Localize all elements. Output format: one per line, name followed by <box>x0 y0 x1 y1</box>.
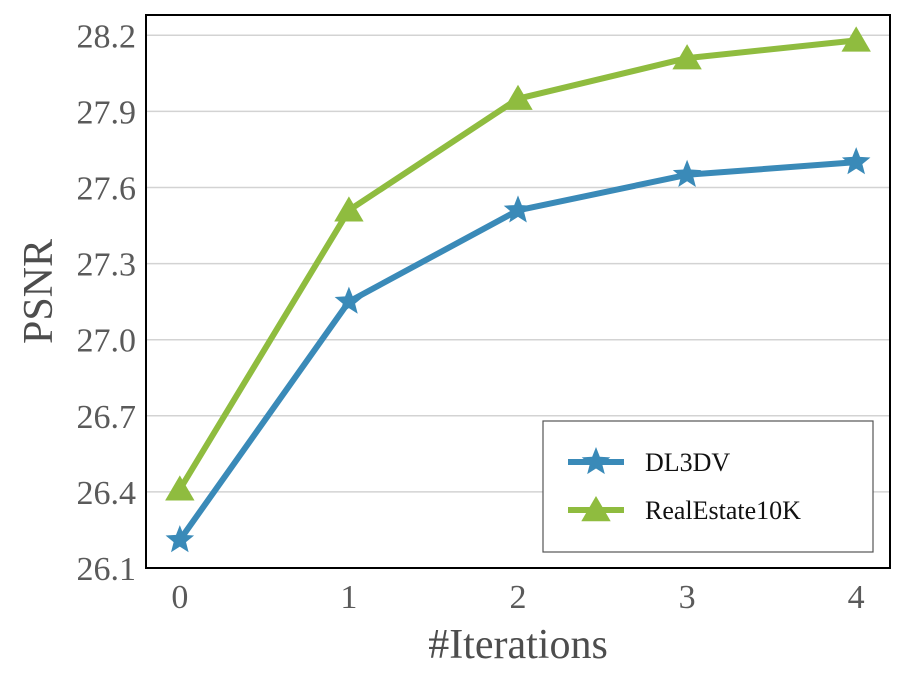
data-point-realestate10k <box>503 84 533 110</box>
x-tick-label: 0 <box>171 579 188 616</box>
x-axis-ticks: 0 1 2 3 4 <box>171 579 864 616</box>
y-tick-label: 26.4 <box>77 475 137 512</box>
data-point-realestate10k <box>165 475 195 501</box>
x-tick-label: 1 <box>340 579 357 616</box>
series-realestate10k <box>165 26 871 501</box>
legend: DL3DV RealEstate10K <box>542 420 874 553</box>
legend-box <box>542 420 874 553</box>
x-axis-label: #Iterations <box>428 622 608 668</box>
legend-marker-realestate10k <box>581 496 611 522</box>
y-tick-label: 26.1 <box>77 551 137 588</box>
data-point-dl3dv <box>672 159 702 187</box>
x-tick-label: 3 <box>679 579 696 616</box>
y-tick-label: 26.7 <box>77 399 137 436</box>
data-point-realestate10k <box>672 44 702 70</box>
data-point-dl3dv <box>165 525 195 553</box>
series-dl3dv <box>165 147 871 553</box>
x-tick-label: 4 <box>848 579 865 616</box>
legend-marker-dl3dv <box>581 447 611 475</box>
x-tick-label: 2 <box>510 579 527 616</box>
data-point-dl3dv <box>841 147 871 175</box>
data-point-dl3dv <box>334 286 364 314</box>
legend-label-dl3dv: DL3DV <box>645 448 730 477</box>
y-tick-label: 27.6 <box>77 170 137 207</box>
legend-label-realestate10k: RealEstate10K <box>645 496 801 525</box>
y-tick-label: 28.2 <box>77 18 137 55</box>
data-point-realestate10k <box>841 26 871 52</box>
y-tick-label: 27.3 <box>77 247 137 284</box>
y-tick-label: 27.0 <box>77 323 137 360</box>
y-axis-label: PSNR <box>16 239 62 344</box>
data-point-dl3dv <box>503 195 533 223</box>
y-tick-label: 27.9 <box>77 94 137 131</box>
y-axis-ticks: 26.1 26.4 26.7 27.0 27.3 27.6 27.9 28.2 <box>77 18 137 588</box>
plot-frame <box>145 14 891 569</box>
series-layer <box>165 26 871 553</box>
data-point-realestate10k <box>334 196 364 222</box>
